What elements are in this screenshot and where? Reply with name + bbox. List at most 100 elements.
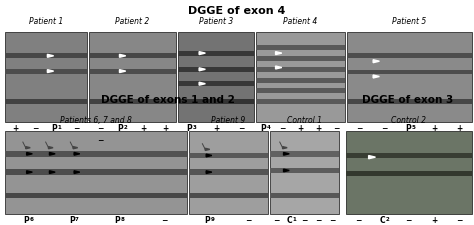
Bar bbox=[178, 81, 254, 86]
Polygon shape bbox=[283, 147, 287, 149]
Text: +: + bbox=[431, 124, 438, 133]
Text: Patient 9: Patient 9 bbox=[211, 116, 246, 125]
Polygon shape bbox=[26, 147, 30, 149]
Polygon shape bbox=[283, 153, 289, 155]
Polygon shape bbox=[275, 52, 282, 55]
Text: −: − bbox=[273, 216, 280, 225]
Polygon shape bbox=[283, 169, 289, 172]
Text: −: − bbox=[315, 216, 321, 225]
Text: P: P bbox=[23, 216, 29, 225]
Text: P: P bbox=[186, 124, 192, 133]
Text: −: − bbox=[280, 124, 286, 133]
Bar bbox=[5, 193, 187, 198]
Bar bbox=[270, 151, 339, 157]
Text: Patient 1: Patient 1 bbox=[28, 17, 63, 26]
Text: +: + bbox=[297, 124, 304, 133]
Text: P: P bbox=[115, 216, 120, 225]
Text: DGGE of exon 4: DGGE of exon 4 bbox=[188, 6, 286, 16]
Text: −: − bbox=[301, 216, 308, 225]
Polygon shape bbox=[48, 147, 53, 149]
Bar bbox=[5, 69, 87, 74]
Text: +: + bbox=[456, 124, 462, 133]
Polygon shape bbox=[373, 60, 379, 63]
Bar bbox=[270, 130, 339, 214]
Polygon shape bbox=[47, 70, 54, 73]
Bar bbox=[178, 32, 254, 122]
Text: −: − bbox=[245, 216, 252, 225]
Text: 9: 9 bbox=[210, 217, 214, 222]
Polygon shape bbox=[74, 153, 80, 155]
Text: −: − bbox=[97, 124, 103, 133]
Bar bbox=[346, 130, 472, 214]
Text: +: + bbox=[12, 124, 18, 133]
Bar bbox=[256, 32, 345, 122]
Text: −: − bbox=[97, 136, 103, 145]
Text: C: C bbox=[286, 216, 292, 225]
Text: 2: 2 bbox=[124, 125, 128, 130]
Polygon shape bbox=[206, 154, 212, 157]
Bar bbox=[189, 169, 268, 175]
Text: −: − bbox=[456, 216, 462, 225]
Bar bbox=[178, 67, 254, 72]
Text: Patient 4: Patient 4 bbox=[283, 17, 318, 26]
Polygon shape bbox=[27, 153, 32, 155]
Text: Control 2: Control 2 bbox=[392, 116, 426, 125]
Bar bbox=[347, 99, 472, 104]
Text: −: − bbox=[161, 216, 168, 225]
Text: +: + bbox=[431, 216, 437, 225]
Text: +: + bbox=[315, 124, 321, 133]
Bar bbox=[89, 53, 176, 58]
Bar bbox=[256, 67, 345, 72]
Text: 2: 2 bbox=[386, 217, 389, 222]
Text: −: − bbox=[381, 124, 388, 133]
Text: P: P bbox=[261, 124, 266, 133]
Bar bbox=[178, 99, 254, 104]
Polygon shape bbox=[73, 147, 78, 149]
Bar bbox=[189, 193, 268, 198]
Text: −: − bbox=[238, 124, 245, 133]
Text: 5: 5 bbox=[411, 125, 415, 130]
Polygon shape bbox=[47, 54, 54, 57]
Text: +: + bbox=[140, 124, 146, 133]
Text: P: P bbox=[405, 124, 411, 133]
Bar bbox=[346, 153, 472, 158]
Text: 8: 8 bbox=[121, 217, 125, 222]
Polygon shape bbox=[119, 70, 126, 73]
Polygon shape bbox=[119, 54, 126, 57]
Polygon shape bbox=[373, 75, 379, 78]
Text: P: P bbox=[204, 216, 210, 225]
Text: −: − bbox=[356, 124, 363, 133]
Text: Patient 5: Patient 5 bbox=[392, 17, 427, 26]
Text: +: + bbox=[162, 124, 168, 133]
Polygon shape bbox=[199, 68, 205, 71]
Text: −: − bbox=[32, 124, 39, 133]
Text: −: − bbox=[406, 216, 412, 225]
Text: C: C bbox=[380, 216, 385, 225]
Polygon shape bbox=[199, 52, 205, 55]
Bar bbox=[5, 151, 187, 157]
Bar bbox=[5, 130, 187, 214]
Bar bbox=[256, 99, 345, 104]
Text: −: − bbox=[73, 124, 80, 133]
Bar bbox=[347, 70, 472, 74]
Bar bbox=[270, 168, 339, 173]
Bar bbox=[256, 45, 345, 50]
Text: Patient 3: Patient 3 bbox=[199, 17, 233, 26]
Text: Patients 6, 7 and 8: Patients 6, 7 and 8 bbox=[60, 116, 132, 125]
Text: +: + bbox=[213, 124, 219, 133]
Bar bbox=[89, 32, 176, 122]
Bar bbox=[178, 51, 254, 56]
Bar bbox=[5, 169, 187, 175]
Text: P: P bbox=[69, 216, 74, 225]
Text: Control 1: Control 1 bbox=[287, 116, 322, 125]
Bar bbox=[256, 88, 345, 93]
Polygon shape bbox=[369, 155, 375, 159]
Bar bbox=[89, 99, 176, 104]
Text: 1: 1 bbox=[292, 217, 296, 222]
Text: 1: 1 bbox=[58, 125, 62, 130]
Text: −: − bbox=[333, 124, 339, 133]
Bar bbox=[256, 78, 345, 83]
Bar bbox=[89, 69, 176, 74]
Polygon shape bbox=[206, 171, 212, 173]
Polygon shape bbox=[205, 148, 210, 151]
